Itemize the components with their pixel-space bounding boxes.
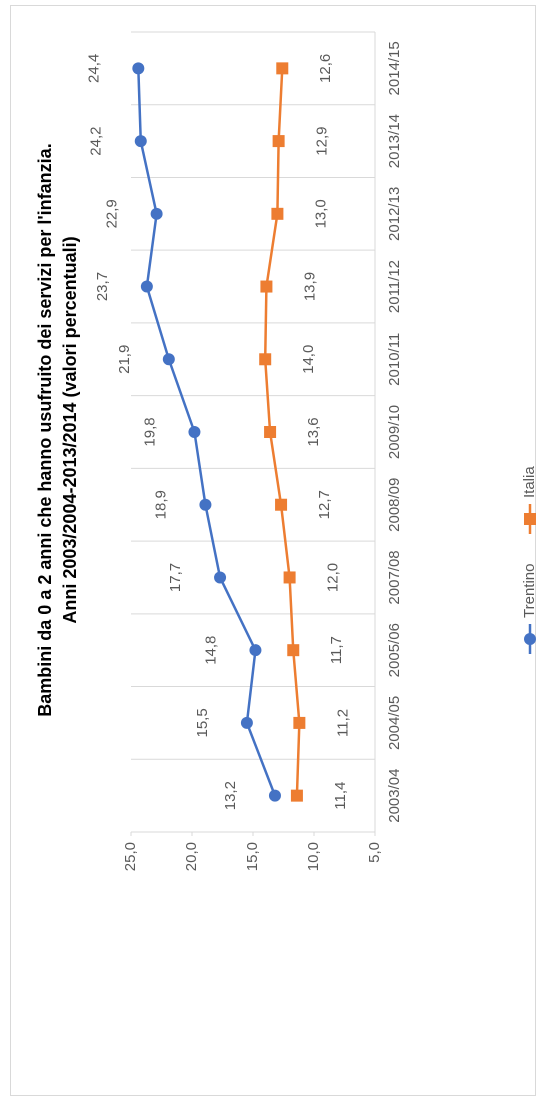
legend-label: Trentino [521,564,538,618]
data-label: 22,9 [104,199,121,228]
y-tick-label: 15,0 [244,842,261,871]
marker [240,716,253,729]
chart-title: Bambini da 0 a 2 anni che hanno usufruit… [35,143,55,716]
data-label: 11,7 [328,636,345,664]
marker [259,353,272,366]
data-label: 12,9 [314,126,331,155]
x-tick-label: 2003/04 [386,769,403,823]
data-label: 17,7 [167,563,184,592]
data-label: 13,6 [305,417,322,446]
data-label: 13,2 [222,781,239,810]
marker [272,135,285,148]
marker [287,644,300,657]
data-label: 12,7 [316,490,333,519]
marker [132,62,145,75]
data-label: 13,9 [301,272,318,301]
data-label: 14,0 [300,345,317,374]
data-label: 14,8 [202,636,219,665]
data-label: 19,8 [141,417,158,446]
x-tick-label: 2009/10 [386,405,403,459]
legend-marker [524,513,536,525]
data-label: 13,0 [312,199,329,228]
data-label: 24,2 [88,126,105,155]
legend-marker [524,633,536,645]
marker [199,498,212,511]
y-tick-label: 25,0 [122,842,139,871]
marker [293,716,306,729]
x-tick-label: 2014/15 [386,41,403,95]
data-label: 11,2 [334,709,351,737]
x-tick-label: 2011/12 [386,260,403,313]
marker [275,498,288,511]
x-tick-label: 2008/09 [386,478,403,532]
marker [264,426,277,438]
marker [283,571,296,584]
legend-label: Italia [521,466,538,498]
data-label: 12,0 [325,563,342,592]
x-tick-label: 2004/05 [386,696,403,750]
y-tick-label: 20,0 [183,842,200,871]
marker [249,644,262,657]
marker [134,135,147,148]
marker [260,280,273,293]
data-label: 18,9 [152,490,169,519]
marker [140,280,153,293]
x-tick-label: 2012/13 [386,187,403,241]
chart-subtitle: Anni 2003/2004-2013/2014 (valori percent… [60,236,80,623]
x-tick-label: 2007/08 [386,550,403,604]
marker [188,426,201,438]
marker [276,62,289,75]
marker [271,207,284,220]
x-tick-label: 2013/14 [386,114,403,168]
x-tick-label: 2010/11 [386,333,403,386]
data-label: 21,9 [116,345,133,374]
data-label: 15,5 [194,708,211,737]
marker [214,571,227,584]
chart-border [10,5,536,1096]
marker [162,353,175,366]
marker [150,207,163,220]
data-label: 23,7 [94,272,111,301]
data-label: 12,6 [317,54,334,83]
data-label: 11,4 [332,782,349,810]
marker [290,789,303,802]
y-tick-label: 10,0 [305,842,322,871]
y-tick-label: 5,0 [366,842,383,863]
rotated-chart: Bambini da 0 a 2 anni che hanno usufruit… [35,31,538,871]
x-tick-label: 2005/06 [386,623,403,677]
marker [268,789,281,802]
data-label: 24,4 [85,54,102,83]
